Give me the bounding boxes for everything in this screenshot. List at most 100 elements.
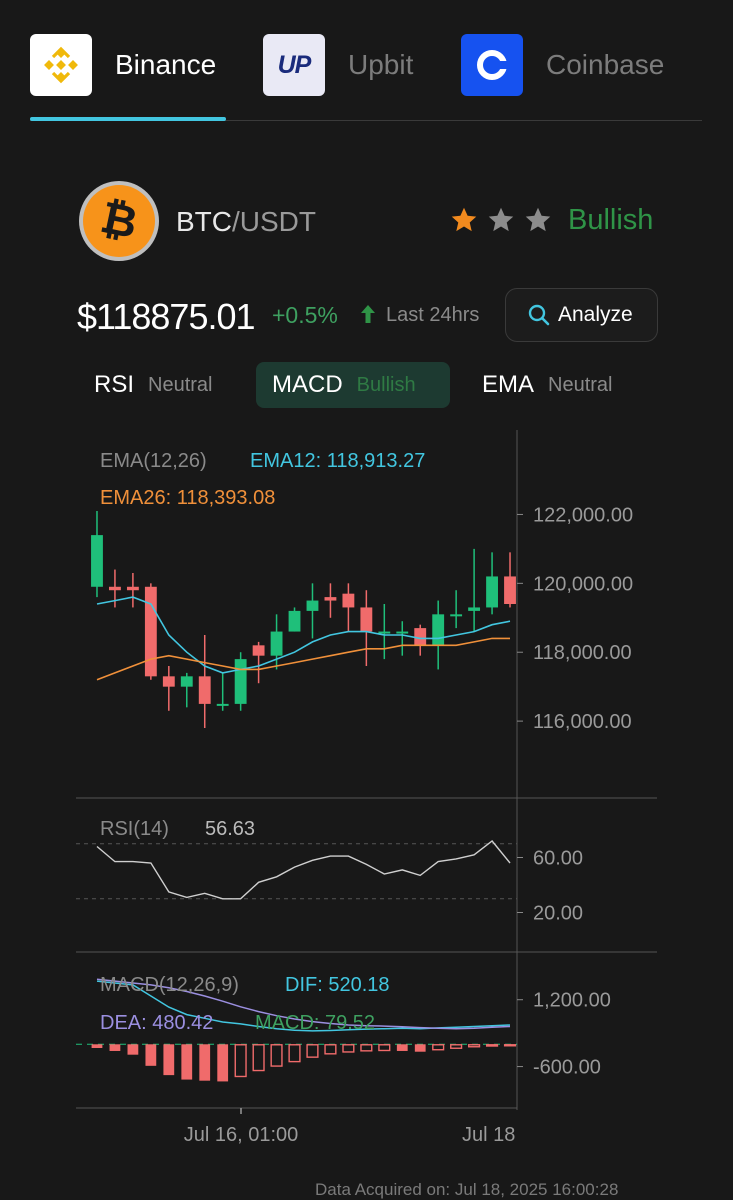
- candle-up: [234, 659, 247, 704]
- y-tick-label: 116,000.00: [533, 711, 632, 733]
- x-tick-label: Jul 18: [462, 1124, 515, 1146]
- y-tick-label: 120,000.00: [533, 573, 633, 595]
- macd-histogram-bar: [109, 1044, 121, 1051]
- macd-histogram-bar: [270, 1044, 283, 1067]
- candle-down: [162, 676, 175, 687]
- candle-up: [396, 631, 409, 634]
- candle-up: [288, 610, 301, 632]
- rating-stars: [450, 206, 552, 234]
- macd-legend: MACD: 79.52: [255, 1012, 375, 1034]
- dea-legend: DEA: 480.42: [100, 1012, 213, 1034]
- macd-histogram-bar: [252, 1044, 265, 1072]
- indicator-tabs: RSI Neutral MACD Bullish EMA Neutral: [78, 362, 644, 408]
- tab-label: Coinbase: [546, 49, 665, 80]
- rsi-legend-title: RSI(14): [100, 818, 169, 840]
- tab-coinbase[interactable]: Coinbase: [461, 34, 664, 96]
- candle-up: [432, 614, 445, 646]
- macd-histogram-bar: [414, 1044, 426, 1052]
- ema12-legend: EMA12: 118,913.27: [250, 450, 425, 472]
- macd-histogram-bar: [199, 1044, 211, 1081]
- candle-down: [414, 628, 427, 646]
- star-empty-icon: [525, 207, 551, 232]
- exchange-tabs: Binance UP Upbit Coinbase: [0, 0, 733, 122]
- macd-histogram-bar: [450, 1044, 463, 1049]
- candle-up: [468, 607, 481, 611]
- macd-histogram-bar: [288, 1044, 301, 1063]
- tab-label: Binance: [115, 49, 217, 80]
- trading-pair: BTC/USDT: [176, 206, 316, 238]
- macd-histogram-bar: [163, 1044, 175, 1076]
- base-symbol: BTC: [176, 206, 232, 237]
- indicator-status: Bullish: [356, 373, 416, 396]
- tab-macd[interactable]: MACD Bullish: [256, 362, 450, 408]
- candle-up: [378, 631, 391, 634]
- y-tick-label: 20.00: [533, 903, 583, 925]
- candle-down: [342, 593, 355, 608]
- active-tab-indicator: [30, 117, 226, 121]
- dea-line: [96, 978, 511, 1030]
- candle-up: [180, 676, 193, 687]
- indicator-name: RSI: [94, 371, 135, 398]
- tab-rsi[interactable]: RSI Neutral: [78, 362, 248, 408]
- star-empty-icon: [488, 207, 514, 232]
- price-chart[interactable]: 122,000.00 120,000.00 118,000.00 116,000.00…: [0, 430, 733, 1150]
- indicator-status: Neutral: [148, 373, 213, 396]
- macd-histogram-bar: [127, 1044, 139, 1055]
- macd-legend-title: MACD(12,26,9): [100, 974, 239, 996]
- macd-histogram-bar: [217, 1044, 229, 1082]
- tab-label: Upbit: [348, 49, 414, 80]
- macd-histogram-bar: [91, 1044, 103, 1048]
- y-tick-label: 118,000.00: [533, 642, 632, 664]
- tab-binance[interactable]: Binance: [30, 34, 216, 96]
- search-icon: [528, 304, 550, 326]
- macd-histogram-bar: [396, 1044, 408, 1051]
- candle-up: [270, 631, 283, 656]
- macd-histogram-bar: [181, 1044, 193, 1080]
- candle-up: [450, 614, 463, 617]
- candle-up: [306, 600, 319, 611]
- candle-down: [144, 586, 157, 677]
- ema12-line: [96, 596, 511, 674]
- star-filled-icon: [451, 207, 477, 232]
- rsi-line: [96, 840, 511, 900]
- macd-histogram-bar: [503, 1044, 517, 1047]
- price-row: $118875.01 +0.5% Last 24hrs Analyze: [77, 288, 667, 342]
- macd-histogram-bar: [378, 1044, 391, 1052]
- candle-down: [252, 645, 265, 656]
- binance-logo-icon: [30, 34, 92, 96]
- candle-down: [324, 597, 337, 601]
- data-acquired-timestamp: Data Acquired on: Jul 18, 2025 16:00:28: [315, 1180, 619, 1199]
- sentiment-label: Bullish: [568, 204, 654, 236]
- tab-ema[interactable]: EMA Neutral: [466, 362, 644, 408]
- indicator-name: EMA: [482, 371, 535, 398]
- y-tick-label: 1,200.00: [533, 990, 611, 1012]
- y-tick-label: -600.00: [533, 1057, 601, 1079]
- x-tick-label: Jul 16, 01:00: [184, 1124, 299, 1146]
- pair-separator: /: [232, 206, 240, 237]
- indicator-status: Neutral: [548, 373, 613, 396]
- macd-histogram-bar: [468, 1044, 481, 1048]
- dif-legend: DIF: 520.18: [285, 974, 390, 996]
- rsi-value: 56.63: [205, 818, 255, 840]
- bitcoin-icon: ₿: [79, 181, 159, 261]
- upbit-logo-icon: UP: [263, 34, 325, 96]
- macd-histogram-bar: [360, 1044, 373, 1052]
- macd-histogram-bar: [342, 1044, 355, 1053]
- tab-upbit[interactable]: UP Upbit: [263, 34, 413, 96]
- candle-down: [360, 607, 373, 632]
- macd-histogram-bar: [234, 1044, 247, 1078]
- analyze-button[interactable]: Analyze: [505, 288, 658, 342]
- macd-histogram-bar: [324, 1044, 337, 1055]
- arrow-up-icon: [361, 305, 375, 323]
- macd-histogram-bar: [432, 1044, 445, 1051]
- quote-symbol: USDT: [239, 206, 317, 237]
- candle-up: [216, 703, 229, 706]
- macd-histogram-bar: [145, 1044, 157, 1066]
- macd-histogram-bar: [306, 1044, 319, 1058]
- ema-legend-title: EMA(12,26): [100, 450, 207, 472]
- candle-up: [91, 535, 103, 587]
- candle-down: [126, 586, 139, 591]
- candle-down: [109, 586, 121, 591]
- coinbase-logo-icon: [461, 34, 523, 96]
- tabs-divider: [30, 120, 702, 121]
